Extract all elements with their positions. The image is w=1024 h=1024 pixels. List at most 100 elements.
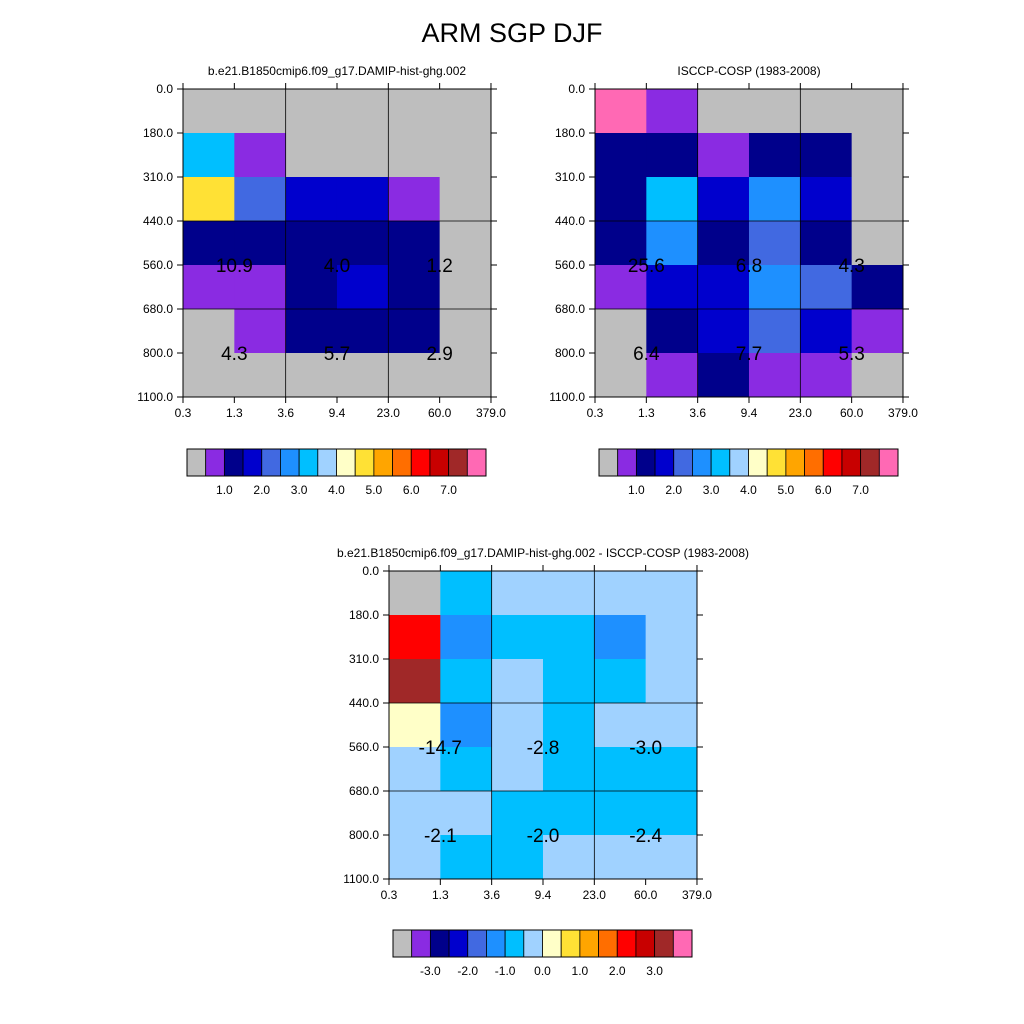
colorbar-swatch <box>429 929 450 958</box>
x-tick-label: 0.3 <box>381 888 398 902</box>
x-tick-label: 379.0 <box>682 888 712 902</box>
heatmap-cell <box>645 615 698 660</box>
y-tick-label: 560.0 <box>555 258 585 272</box>
y-tick-label: 1100.0 <box>137 390 173 404</box>
box-value-label: 6.4 <box>633 344 660 365</box>
heatmap-cell <box>646 177 699 222</box>
colorbar-swatch <box>410 448 431 477</box>
x-tick-label: 3.6 <box>483 888 500 902</box>
heatmap-cell <box>697 177 750 222</box>
colorbar-swatch <box>523 929 543 958</box>
heatmap-cell <box>285 177 338 222</box>
heatmap-cell <box>440 835 493 880</box>
heatmap-cell <box>491 703 544 748</box>
y-tick-label: 680.0 <box>555 302 585 316</box>
heatmap-cell <box>439 309 492 354</box>
heatmap-cell <box>440 747 493 792</box>
heatmap-cell <box>183 265 235 310</box>
colorbar-swatch <box>560 929 581 958</box>
x-tick-label: 1.3 <box>432 888 449 902</box>
colorbar-label: 3.0 <box>646 964 663 978</box>
heatmap-cell <box>748 133 801 178</box>
heatmap-cell <box>594 571 647 616</box>
colorbar-swatch <box>804 448 824 477</box>
box-value-label: 4.3 <box>221 344 247 365</box>
colorbar-frame <box>392 929 693 958</box>
box-value-label: -14.7 <box>419 738 462 759</box>
colorbar-label: 1.0 <box>216 483 233 497</box>
heatmap-cell <box>697 353 750 398</box>
heatmap-cell <box>800 133 853 178</box>
y-tick-label: 680.0 <box>349 784 379 798</box>
x-tick-label: 23.0 <box>377 406 401 420</box>
y-tick-label: 310.0 <box>143 170 173 184</box>
colorbar-swatch <box>729 448 749 477</box>
heatmap-cell <box>646 89 699 134</box>
colorbar-label: 6.0 <box>403 483 420 497</box>
heatmap-cell <box>491 571 544 616</box>
heatmap-cell <box>800 265 853 310</box>
heatmap-cell <box>748 177 801 222</box>
heatmap-cell <box>594 791 647 836</box>
colorbar-label: 5.0 <box>778 483 795 497</box>
heatmap-cell <box>388 177 441 222</box>
heatmap-cell <box>851 265 904 310</box>
box-value-label: 4.3 <box>838 256 864 277</box>
box-value-label: -1.1 <box>424 0 457 5</box>
colorbar-label: 5.0 <box>366 483 383 497</box>
y-tick-label: 440.0 <box>555 214 585 228</box>
colorbar-swatch <box>467 929 487 958</box>
box-value-label: -2.8 <box>527 738 560 759</box>
heatmap-cell <box>595 177 647 222</box>
colorbar-frame <box>186 448 487 477</box>
colorbar-swatch <box>654 929 674 958</box>
heatmap-cell <box>645 571 698 616</box>
colorbar-label: 4.0 <box>740 483 757 497</box>
box-value-label: 2.9 <box>426 344 452 365</box>
y-tick-label: 1100.0 <box>549 390 585 404</box>
colorbar-swatch <box>392 929 413 958</box>
heatmap-cell <box>595 353 647 398</box>
colorbar-swatch <box>205 448 225 477</box>
heatmap-cell <box>491 659 544 704</box>
panel-title: ISCCP-COSP (1983-2008) <box>677 64 820 78</box>
heatmap-cell <box>285 309 338 354</box>
heatmap-cell <box>542 703 595 748</box>
heatmap-cell <box>594 659 647 704</box>
colorbar-swatch <box>223 448 244 477</box>
heatmap-cell <box>800 177 853 222</box>
y-tick-label: 800.0 <box>555 346 585 360</box>
colorbar-swatch <box>186 448 207 477</box>
colorbar-label: 2.0 <box>609 964 626 978</box>
heatmap-cell <box>439 89 492 134</box>
colorbar-swatch <box>280 448 300 477</box>
box-value-label: 1.5 <box>221 0 247 5</box>
heatmap-cell <box>388 89 441 134</box>
y-tick-label: 310.0 <box>555 170 585 184</box>
heatmap-cell <box>646 221 699 266</box>
box-value-label: -2.7 <box>527 0 560 5</box>
box-value-label: 25.6 <box>628 256 665 277</box>
x-tick-label: 3.6 <box>689 406 706 420</box>
heatmap-cell <box>389 703 441 748</box>
colorbar-label: 6.0 <box>815 483 832 497</box>
y-tick-label: 180.0 <box>143 126 173 140</box>
heatmap-cell <box>595 89 647 134</box>
colorbar-swatch <box>692 448 712 477</box>
heatmap-cell <box>389 791 441 836</box>
x-tick-label: 1.3 <box>226 406 243 420</box>
heatmap-cell <box>800 89 853 134</box>
colorbar-swatch <box>598 448 619 477</box>
colorbar-swatch <box>317 448 337 477</box>
heatmap-cell <box>388 353 441 398</box>
heatmap-cell <box>800 309 853 354</box>
y-tick-label: 800.0 <box>349 828 379 842</box>
colorbar-label: 7.0 <box>440 483 457 497</box>
colorbar-swatch <box>579 929 599 958</box>
heatmap-cell <box>594 615 647 660</box>
heatmap-cell <box>646 309 699 354</box>
colorbar-swatch <box>261 448 281 477</box>
heatmap-cell <box>285 89 338 134</box>
heatmap-cell <box>336 221 389 266</box>
